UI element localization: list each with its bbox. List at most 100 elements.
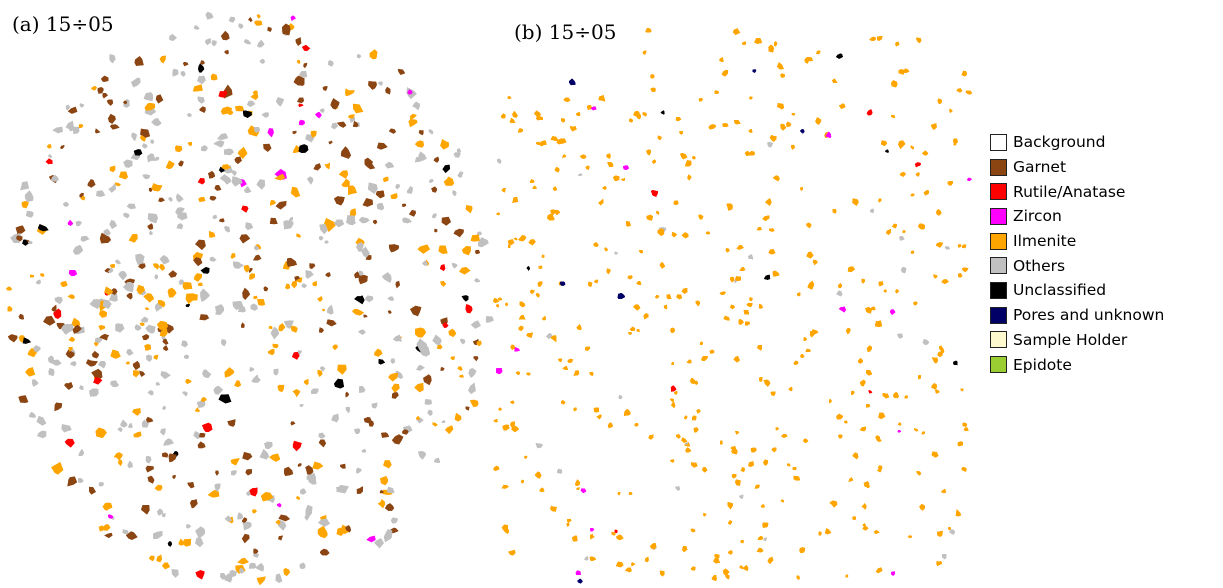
legend-label: Background	[1013, 133, 1106, 152]
mineral-grain	[156, 554, 162, 563]
mineral-grain	[607, 422, 613, 429]
mineral-grain	[414, 382, 424, 393]
mineral-grain	[377, 499, 385, 509]
mineral-grain	[275, 573, 283, 583]
mineral-grain	[650, 74, 655, 79]
mineral-grain	[876, 36, 883, 41]
mineral-grain	[675, 117, 682, 122]
mineral-grain	[580, 488, 587, 494]
mineral-grain	[275, 201, 287, 210]
mineral-grain	[356, 242, 363, 250]
mineral-grain	[684, 442, 690, 447]
mineral-grain	[178, 160, 184, 167]
mineral-grain	[844, 420, 848, 424]
mineral-grain	[141, 334, 150, 341]
legend-label: Zircon	[1013, 207, 1062, 226]
mineral-grain	[122, 529, 129, 535]
mineral-grain	[277, 384, 285, 393]
mineral-grain	[518, 128, 523, 133]
mineral-grain	[561, 400, 566, 405]
mineral-grain	[328, 140, 333, 145]
mineral-grain	[305, 270, 314, 279]
mineral-grain	[440, 280, 447, 287]
mineral-grain	[719, 291, 726, 295]
mineral-grain	[575, 112, 581, 116]
mineral-grain	[750, 447, 757, 453]
mineral-grain	[154, 274, 159, 280]
mineral-grain	[108, 183, 116, 193]
mineral-grain	[493, 298, 500, 303]
mineral-grain	[299, 70, 308, 78]
mineral-grain	[356, 467, 362, 474]
mineral-grain	[32, 379, 39, 387]
mineral-grain	[387, 296, 395, 301]
mineral-grain	[550, 136, 559, 141]
mineral-grain	[550, 505, 557, 512]
mineral-grain	[539, 487, 545, 492]
mineral-grain	[693, 427, 699, 433]
mineral-grain	[698, 214, 704, 220]
mineral-grain	[433, 156, 439, 163]
mineral-grain	[443, 176, 454, 186]
mineral-grain	[395, 280, 401, 289]
mineral-grain	[65, 349, 75, 359]
mineral-grain	[185, 293, 198, 305]
mineral-grain	[800, 129, 805, 134]
mineral-grain	[788, 386, 793, 392]
mineral-grain	[659, 570, 665, 577]
mineral-grain	[241, 205, 249, 213]
mineral-grain	[248, 562, 257, 569]
mineral-grain	[780, 123, 786, 131]
mineral-grain	[519, 301, 526, 308]
mineral-grain	[939, 345, 944, 350]
mineral-grain	[534, 471, 542, 479]
mineral-grain	[559, 281, 566, 286]
mineral-grain	[133, 370, 140, 378]
mineral-grain	[496, 368, 503, 375]
mineral-grain	[563, 97, 571, 102]
mineral-grain	[493, 465, 500, 471]
mineral-grain	[143, 293, 155, 303]
mineral-grain	[114, 182, 121, 187]
mineral-grain	[554, 167, 560, 173]
mineral-grain	[362, 198, 374, 207]
mineral-grain	[256, 576, 266, 586]
mineral-grain	[220, 106, 232, 115]
mineral-grain	[723, 315, 730, 321]
mineral-grain	[402, 217, 412, 224]
mineral-grain	[726, 203, 733, 211]
mineral-grain	[107, 514, 114, 519]
mineral-grain	[33, 345, 41, 353]
mineral-grain	[239, 234, 251, 244]
legend-swatch	[990, 133, 1007, 151]
mineral-grain	[956, 88, 963, 93]
mineral-grain	[381, 432, 390, 438]
mineral-grain	[910, 250, 915, 254]
mineral-grain	[708, 124, 716, 130]
mineral-grain	[861, 278, 866, 284]
mineral-grain	[183, 62, 189, 67]
mineral-grain	[107, 113, 116, 124]
mineral-grain	[383, 529, 393, 543]
mineral-grain	[617, 492, 621, 496]
mineral-grain	[656, 210, 660, 215]
mineral-grain	[768, 249, 776, 255]
mineral-grain	[60, 281, 68, 287]
mineral-map-b	[493, 28, 973, 584]
mineral-grain	[575, 570, 581, 575]
mineral-grain	[627, 275, 633, 280]
mineral-grain	[807, 280, 814, 290]
mineral-grain	[629, 326, 636, 331]
mineral-grain	[176, 193, 184, 203]
mineral-grain	[97, 87, 104, 94]
mineral-grain	[295, 37, 302, 46]
mineral-grain	[535, 443, 543, 449]
mineral-grain	[128, 234, 138, 243]
mineral-grain	[818, 531, 822, 536]
mineral-grain	[268, 325, 273, 330]
mineral-grain	[115, 323, 125, 333]
mineral-grain	[331, 122, 338, 130]
mineral-grain	[431, 213, 437, 219]
mineral-grain	[182, 282, 193, 290]
mineral-grain	[763, 379, 771, 387]
